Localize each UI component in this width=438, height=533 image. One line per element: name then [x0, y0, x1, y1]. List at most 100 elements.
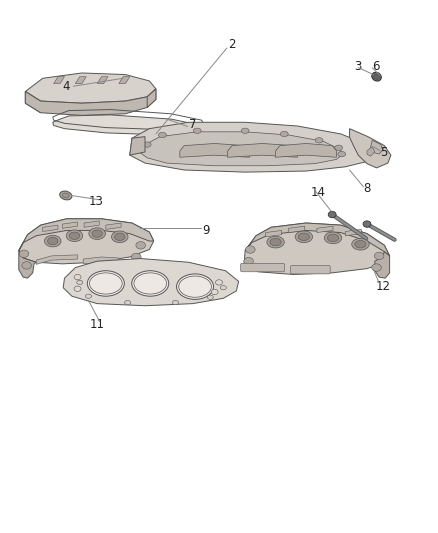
- Ellipse shape: [374, 252, 384, 260]
- Ellipse shape: [74, 274, 81, 280]
- Ellipse shape: [74, 286, 81, 292]
- Ellipse shape: [241, 128, 249, 133]
- Text: 12: 12: [376, 280, 391, 293]
- Polygon shape: [180, 143, 250, 157]
- Text: 11: 11: [90, 318, 105, 332]
- Text: 7: 7: [189, 118, 197, 131]
- Text: 6: 6: [372, 60, 379, 72]
- Text: 8: 8: [363, 182, 371, 195]
- Polygon shape: [371, 140, 383, 154]
- Polygon shape: [19, 219, 154, 251]
- Polygon shape: [350, 128, 391, 168]
- Ellipse shape: [244, 257, 253, 265]
- Polygon shape: [25, 92, 41, 113]
- Ellipse shape: [115, 233, 125, 240]
- Ellipse shape: [220, 286, 226, 290]
- Polygon shape: [53, 77, 64, 84]
- Ellipse shape: [372, 264, 381, 271]
- Ellipse shape: [295, 231, 313, 243]
- Ellipse shape: [246, 246, 255, 253]
- Polygon shape: [245, 223, 390, 256]
- Ellipse shape: [136, 241, 145, 249]
- Ellipse shape: [143, 142, 151, 147]
- Polygon shape: [289, 226, 305, 232]
- Polygon shape: [75, 77, 86, 84]
- Text: 2: 2: [228, 38, 236, 51]
- Ellipse shape: [177, 274, 214, 300]
- Text: 14: 14: [311, 186, 326, 199]
- Ellipse shape: [207, 295, 213, 300]
- Ellipse shape: [338, 151, 346, 157]
- Ellipse shape: [87, 271, 124, 296]
- Ellipse shape: [363, 221, 371, 227]
- Polygon shape: [375, 252, 390, 278]
- Ellipse shape: [45, 235, 61, 247]
- Ellipse shape: [132, 271, 169, 296]
- Ellipse shape: [372, 72, 381, 81]
- Ellipse shape: [298, 233, 310, 240]
- Polygon shape: [97, 77, 108, 84]
- Polygon shape: [119, 77, 130, 84]
- Ellipse shape: [211, 289, 218, 295]
- Polygon shape: [106, 223, 121, 229]
- Ellipse shape: [60, 191, 72, 200]
- Ellipse shape: [89, 228, 106, 239]
- Polygon shape: [276, 143, 336, 157]
- Ellipse shape: [77, 280, 83, 285]
- Polygon shape: [63, 259, 239, 306]
- Ellipse shape: [270, 238, 281, 246]
- Polygon shape: [62, 222, 78, 228]
- Ellipse shape: [92, 230, 102, 237]
- Text: 5: 5: [380, 146, 387, 159]
- Polygon shape: [345, 229, 361, 236]
- Polygon shape: [43, 225, 58, 231]
- Ellipse shape: [215, 280, 223, 285]
- Text: 13: 13: [89, 195, 104, 208]
- Ellipse shape: [355, 240, 366, 248]
- Ellipse shape: [112, 231, 128, 243]
- Ellipse shape: [159, 132, 166, 138]
- Ellipse shape: [267, 236, 284, 248]
- Polygon shape: [25, 89, 156, 115]
- Polygon shape: [140, 132, 342, 166]
- Polygon shape: [363, 144, 371, 161]
- Polygon shape: [84, 221, 99, 227]
- Polygon shape: [36, 255, 78, 264]
- Ellipse shape: [69, 232, 80, 239]
- Ellipse shape: [193, 128, 201, 133]
- Ellipse shape: [324, 232, 342, 244]
- Ellipse shape: [173, 301, 179, 305]
- Polygon shape: [244, 223, 390, 274]
- Ellipse shape: [19, 250, 29, 257]
- Ellipse shape: [280, 131, 288, 136]
- Polygon shape: [19, 219, 154, 264]
- Polygon shape: [83, 257, 119, 263]
- Polygon shape: [25, 73, 156, 103]
- Ellipse shape: [62, 193, 69, 198]
- Ellipse shape: [124, 301, 131, 305]
- Ellipse shape: [22, 262, 32, 269]
- Polygon shape: [147, 89, 156, 108]
- Ellipse shape: [328, 212, 336, 217]
- Text: 9: 9: [202, 224, 210, 237]
- Ellipse shape: [335, 145, 343, 150]
- Polygon shape: [19, 251, 36, 278]
- Polygon shape: [367, 147, 375, 156]
- Polygon shape: [53, 115, 204, 135]
- Ellipse shape: [131, 253, 141, 261]
- Ellipse shape: [66, 230, 83, 241]
- Ellipse shape: [327, 234, 339, 241]
- Polygon shape: [130, 122, 371, 172]
- Ellipse shape: [374, 74, 380, 79]
- Ellipse shape: [352, 238, 369, 250]
- Ellipse shape: [47, 237, 58, 245]
- Polygon shape: [317, 226, 333, 232]
- Ellipse shape: [315, 138, 323, 143]
- Polygon shape: [130, 136, 145, 155]
- Text: 3: 3: [355, 60, 362, 72]
- FancyBboxPatch shape: [290, 265, 330, 274]
- Text: 4: 4: [62, 80, 70, 93]
- Ellipse shape: [85, 294, 92, 298]
- Polygon shape: [228, 143, 297, 157]
- Polygon shape: [265, 230, 282, 237]
